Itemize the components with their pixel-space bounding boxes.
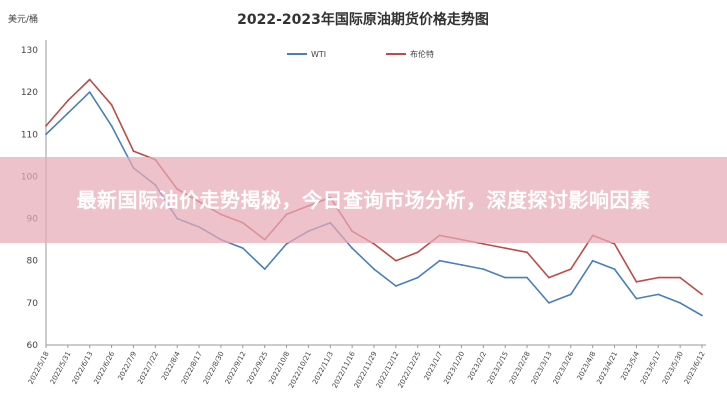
data-point — [613, 268, 616, 270]
headline-banner: 最新国际油价走势揭秘，今日查询市场分析，深度探讨影响因素 — [0, 157, 727, 243]
data-point — [373, 268, 375, 270]
data-point — [110, 103, 113, 106]
data-point — [569, 293, 572, 296]
data-point — [263, 268, 266, 270]
data-point — [395, 259, 397, 262]
data-point — [416, 276, 419, 279]
data-point — [351, 247, 353, 250]
x-tick-label: 2022/5/31 — [49, 350, 73, 385]
data-point — [482, 268, 485, 270]
data-point — [88, 78, 91, 81]
data-point — [548, 276, 550, 279]
x-tick-label: 2023/2/15 — [486, 350, 510, 385]
y-tick-label: 120 — [21, 88, 38, 98]
x-tick-label: 2022/6/13 — [71, 350, 95, 385]
legend-label-wti: WTI — [311, 50, 326, 59]
data-point — [285, 243, 288, 245]
data-point — [701, 314, 703, 317]
data-point — [416, 251, 419, 254]
data-point — [526, 251, 528, 254]
y-tick-label: 60 — [27, 341, 39, 351]
x-tick-label: 2022/12/25 — [396, 350, 422, 389]
data-point — [679, 276, 681, 279]
y-tick-label: 70 — [27, 299, 39, 309]
x-tick-label: 2023/2/2 — [466, 350, 488, 382]
x-tick-label: 2022/8/30 — [202, 350, 226, 385]
data-point — [88, 91, 91, 93]
data-point — [241, 247, 244, 250]
x-tick-label: 2023/4/21 — [595, 350, 619, 385]
x-tick-label: 2022/8/17 — [180, 350, 204, 385]
data-point — [110, 125, 113, 127]
legend: WTI 布伦特 — [287, 49, 434, 59]
data-point — [373, 243, 375, 245]
data-point — [635, 280, 638, 283]
data-point — [657, 276, 660, 279]
data-point — [613, 243, 616, 245]
x-tick-label: 2023/2/28 — [508, 350, 532, 385]
data-point — [438, 259, 441, 262]
data-point — [67, 112, 69, 115]
data-point — [548, 302, 550, 304]
x-tick-label: 2022/8/4 — [160, 350, 182, 382]
data-point — [45, 133, 47, 136]
x-tick-label: 2022/5/18 — [27, 350, 51, 385]
data-point — [482, 243, 485, 245]
data-point — [395, 285, 397, 287]
x-tick-label: 2022/6/26 — [92, 350, 116, 386]
x-tick-label: 2023/1/20 — [442, 350, 466, 385]
x-tick-label: 2022/9/25 — [246, 350, 270, 385]
x-tick-label: 2023/5/30 — [661, 350, 685, 385]
x-tick-label: 2023/6/12 — [683, 350, 707, 385]
legend-label-brent: 布伦特 — [410, 49, 434, 59]
x-tick-label: 2023/3/26 — [552, 350, 576, 386]
x-tick-label: 2023/5/17 — [639, 350, 663, 385]
x-tick-label: 2023/5/4 — [619, 350, 641, 382]
y-tick-label: 110 — [21, 130, 38, 140]
x-tick-label: 2022/10/21 — [287, 350, 313, 389]
data-point — [591, 259, 594, 262]
y-tick-label: 130 — [21, 46, 38, 56]
x-tick-label: 2022/11/3 — [311, 350, 335, 385]
data-point — [701, 293, 703, 296]
data-point — [679, 302, 681, 304]
data-point — [504, 276, 507, 279]
data-point — [132, 150, 135, 153]
data-point — [460, 264, 463, 266]
data-point — [657, 293, 660, 296]
chart-title: 2022-2023年国际原油期货价格走势图 — [237, 11, 489, 28]
x-tick-label: 2023/4/8 — [576, 350, 598, 382]
x-tick-label: 2023/1/7 — [423, 350, 445, 382]
y-axis-unit-label: 美元/桶 — [8, 13, 38, 25]
y-tick-label: 80 — [27, 257, 39, 267]
data-point — [45, 125, 47, 127]
headline-text: 最新国际油价走势揭秘，今日查询市场分析，深度探讨影响因素 — [76, 188, 651, 212]
data-point — [569, 268, 572, 270]
x-tick-label: 2022/10/8 — [267, 350, 291, 385]
data-point — [504, 247, 507, 250]
x-tick-label: 2022/9/12 — [224, 350, 248, 385]
data-point — [526, 276, 528, 279]
x-tick-label: 2022/7/22 — [136, 350, 160, 385]
x-tick-label: 2023/3/13 — [530, 350, 554, 385]
data-point — [67, 99, 69, 102]
data-point — [635, 297, 638, 300]
x-tick-label: 2022/7/9 — [116, 350, 138, 382]
